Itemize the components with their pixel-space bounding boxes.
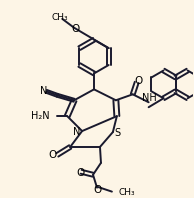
Text: O: O [76, 168, 84, 178]
Text: CH₃: CH₃ [52, 13, 68, 22]
Text: S: S [115, 128, 121, 138]
Text: N: N [74, 127, 81, 137]
Text: O: O [48, 150, 56, 160]
Text: N: N [40, 86, 47, 96]
Text: CH₃: CH₃ [119, 188, 135, 197]
Text: NH: NH [142, 93, 157, 103]
Text: H₂N: H₂N [31, 111, 49, 121]
Text: O: O [94, 185, 102, 195]
Text: O: O [71, 24, 79, 34]
Text: O: O [135, 76, 143, 86]
